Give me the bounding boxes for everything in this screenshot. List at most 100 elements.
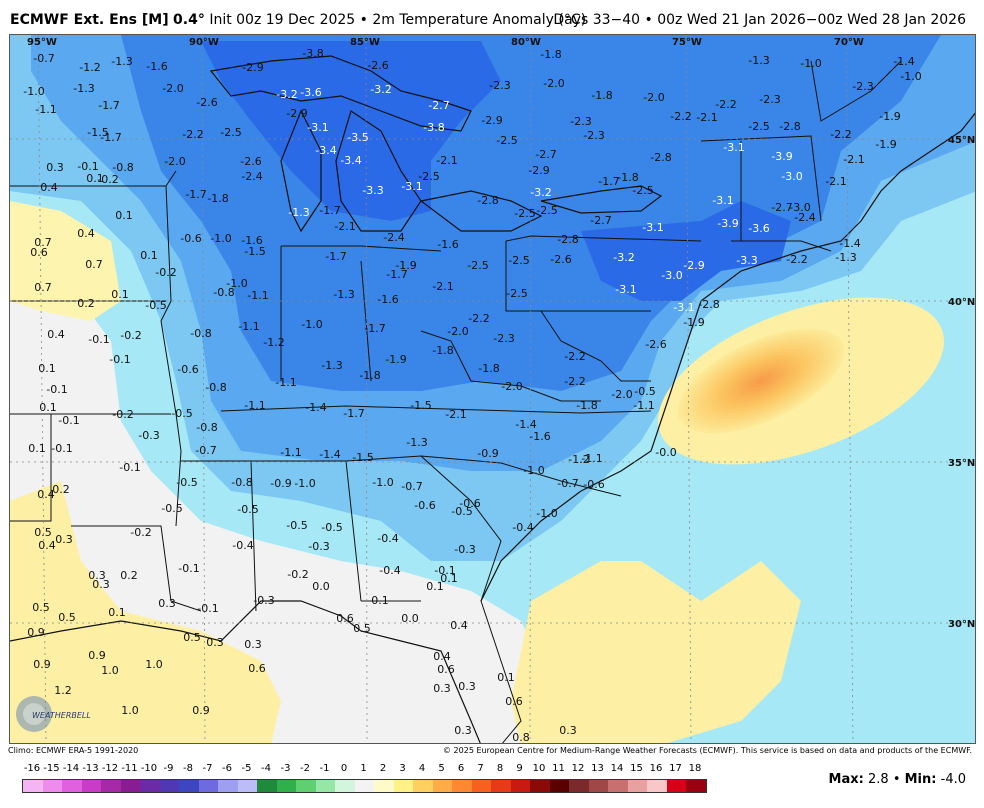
anomaly-value: -0.7 <box>401 480 422 493</box>
anomaly-value: -1.7 <box>343 407 364 420</box>
color-scale-tick: -15 <box>43 763 60 774</box>
anomaly-value: 0.3 <box>244 638 262 651</box>
anomaly-value: -3.0 <box>661 269 682 282</box>
min-label: Min: <box>904 772 937 787</box>
cool-core-great-lakes <box>201 41 501 221</box>
anomaly-value: 0.1 <box>86 172 104 185</box>
anomaly-value: 0.9 <box>33 658 51 671</box>
color-scale-cell <box>140 780 160 792</box>
anomaly-value: -1.2 <box>568 453 589 466</box>
anomaly-value: -1.8 <box>478 362 499 375</box>
lat-label-40n: 40°N <box>948 297 975 308</box>
anomaly-value: 0.3 <box>206 636 224 649</box>
anomaly-value: -1.1 <box>247 289 268 302</box>
anomaly-value: 0.4 <box>47 328 65 341</box>
init-time: Init 00z 19 Dec 2025 <box>209 12 356 28</box>
anomaly-value: -3.1 <box>615 283 636 296</box>
anomaly-value: -2.5 <box>632 184 653 197</box>
anomaly-value: -2.0 <box>643 91 664 104</box>
anomaly-value: -0.6 <box>414 499 435 512</box>
min-value: -4.0 <box>940 772 966 787</box>
anomaly-value: 0.4 <box>77 227 95 240</box>
anomaly-value: 0.2 <box>120 569 138 582</box>
color-scale-tick: 5 <box>438 763 445 774</box>
color-scale-tick: -13 <box>82 763 99 774</box>
model-name: ECMWF Ext. Ens [M] <box>10 12 169 28</box>
anomaly-value: -3.2 <box>276 88 297 101</box>
color-scale-cell <box>276 780 296 792</box>
anomaly-value: 0.3 <box>46 161 64 174</box>
anomaly-value: -2.2 <box>564 375 585 388</box>
anomaly-value: -0.7 <box>195 444 216 457</box>
anomaly-value: -0.1 <box>109 353 130 366</box>
anomaly-value: 0.4 <box>37 488 55 501</box>
color-scale-tick: 2 <box>379 763 387 774</box>
anomaly-value: -0.2 <box>130 526 151 539</box>
anomaly-value: -2.4 <box>241 170 262 183</box>
anomaly-value: -2.4 <box>383 231 404 244</box>
color-scale-cell <box>588 780 608 792</box>
anomaly-value: -1.3 <box>333 288 354 301</box>
anomaly-value: -2.0 <box>501 380 522 393</box>
lon-label-85w: 85°W <box>350 37 380 48</box>
anomaly-value: -3.6 <box>748 222 769 235</box>
anomaly-value: -1.7 <box>364 322 385 335</box>
anomaly-value: 1.0 <box>145 658 163 671</box>
anomaly-value: -3.0 <box>789 201 810 214</box>
anomaly-value: -3.1 <box>401 180 422 193</box>
anomaly-value: -2.0 <box>611 388 632 401</box>
anomaly-map: 95°W 90°W 85°W 80°W 75°W 70°W 45°N 40°N … <box>10 35 975 743</box>
anomaly-value: -1.9 <box>875 138 896 151</box>
anomaly-value: -0.7 <box>33 52 54 65</box>
color-scale-tick: -10 <box>140 763 158 774</box>
color-scale-cell <box>432 780 452 792</box>
color-scale-cell <box>647 780 667 792</box>
color-scale-tick: -7 <box>202 763 213 774</box>
color-scale-cell <box>62 780 82 792</box>
color-scale-tick: 12 <box>571 763 585 774</box>
anomaly-value: -0.1 <box>434 564 455 577</box>
color-scale-cell <box>530 780 550 792</box>
anomaly-value: -2.7 <box>428 99 449 112</box>
color-scale-ticks: -16 -15 -14 -13 -12 -11 -10 -9 -8 -7 -6 -5 -4 -3 -2 -1 0… <box>18 763 718 777</box>
anomaly-value: 0.3 <box>88 569 106 582</box>
anomaly-value: -1.8 <box>540 48 561 61</box>
anomaly-value: -3.4 <box>340 154 361 167</box>
anomaly-value: -2.8 <box>698 298 719 311</box>
anomaly-value: -0.3 <box>138 429 159 442</box>
anomaly-value: -1.3 <box>288 206 309 219</box>
field-name: 2m Temperature Anomaly (°C) <box>372 12 587 28</box>
copyright-note: © 2025 European Centre for Medium-Range … <box>443 746 972 755</box>
anomaly-value: -2.1 <box>843 153 864 166</box>
anomaly-value: -2.8 <box>650 151 671 164</box>
anomaly-value: -2.7 <box>771 201 792 214</box>
valid-period: Days 33−40 • 00z Wed 21 Jan 2026−00z Wed… <box>553 12 966 28</box>
anomaly-value: 0.1 <box>108 606 126 619</box>
map-panel: 95°W 90°W 85°W 80°W 75°W 70°W 45°N 40°N … <box>9 34 976 744</box>
anomaly-value: -0.8 <box>205 381 226 394</box>
anomaly-value: -1.3 <box>111 55 132 68</box>
color-scale-tick: 14 <box>610 763 624 774</box>
anomaly-value: 0.9 <box>27 626 45 639</box>
anomaly-value: 0.5 <box>32 601 50 614</box>
color-scale-tick: -14 <box>62 763 80 774</box>
color-scale-tick: 4 <box>418 763 426 774</box>
color-scale-tick: 8 <box>496 763 504 774</box>
model-resolution: 0.4° <box>173 12 205 28</box>
anomaly-value: 0.3 <box>433 682 451 695</box>
anomaly-value: 0.1 <box>440 572 458 585</box>
anomaly-value: -2.8 <box>477 194 498 207</box>
anomaly-value: -2.9 <box>528 164 549 177</box>
lon-label-80w: 80°W <box>511 37 541 48</box>
anomaly-value: -1.4 <box>515 418 536 431</box>
anomaly-value: -1.5 <box>244 245 265 258</box>
anomaly-value: 1.0 <box>121 704 139 717</box>
anomaly-value: -2.9 <box>286 107 307 120</box>
anomaly-value: -1.6 <box>529 430 550 443</box>
anomaly-value: 0.1 <box>38 362 56 375</box>
warm-peak-offshore <box>677 328 845 434</box>
color-scale-cell <box>159 780 179 792</box>
warm-area-atlantic <box>511 561 801 743</box>
anomaly-value: -1.7 <box>98 99 119 112</box>
max-label: Max: <box>828 772 864 787</box>
